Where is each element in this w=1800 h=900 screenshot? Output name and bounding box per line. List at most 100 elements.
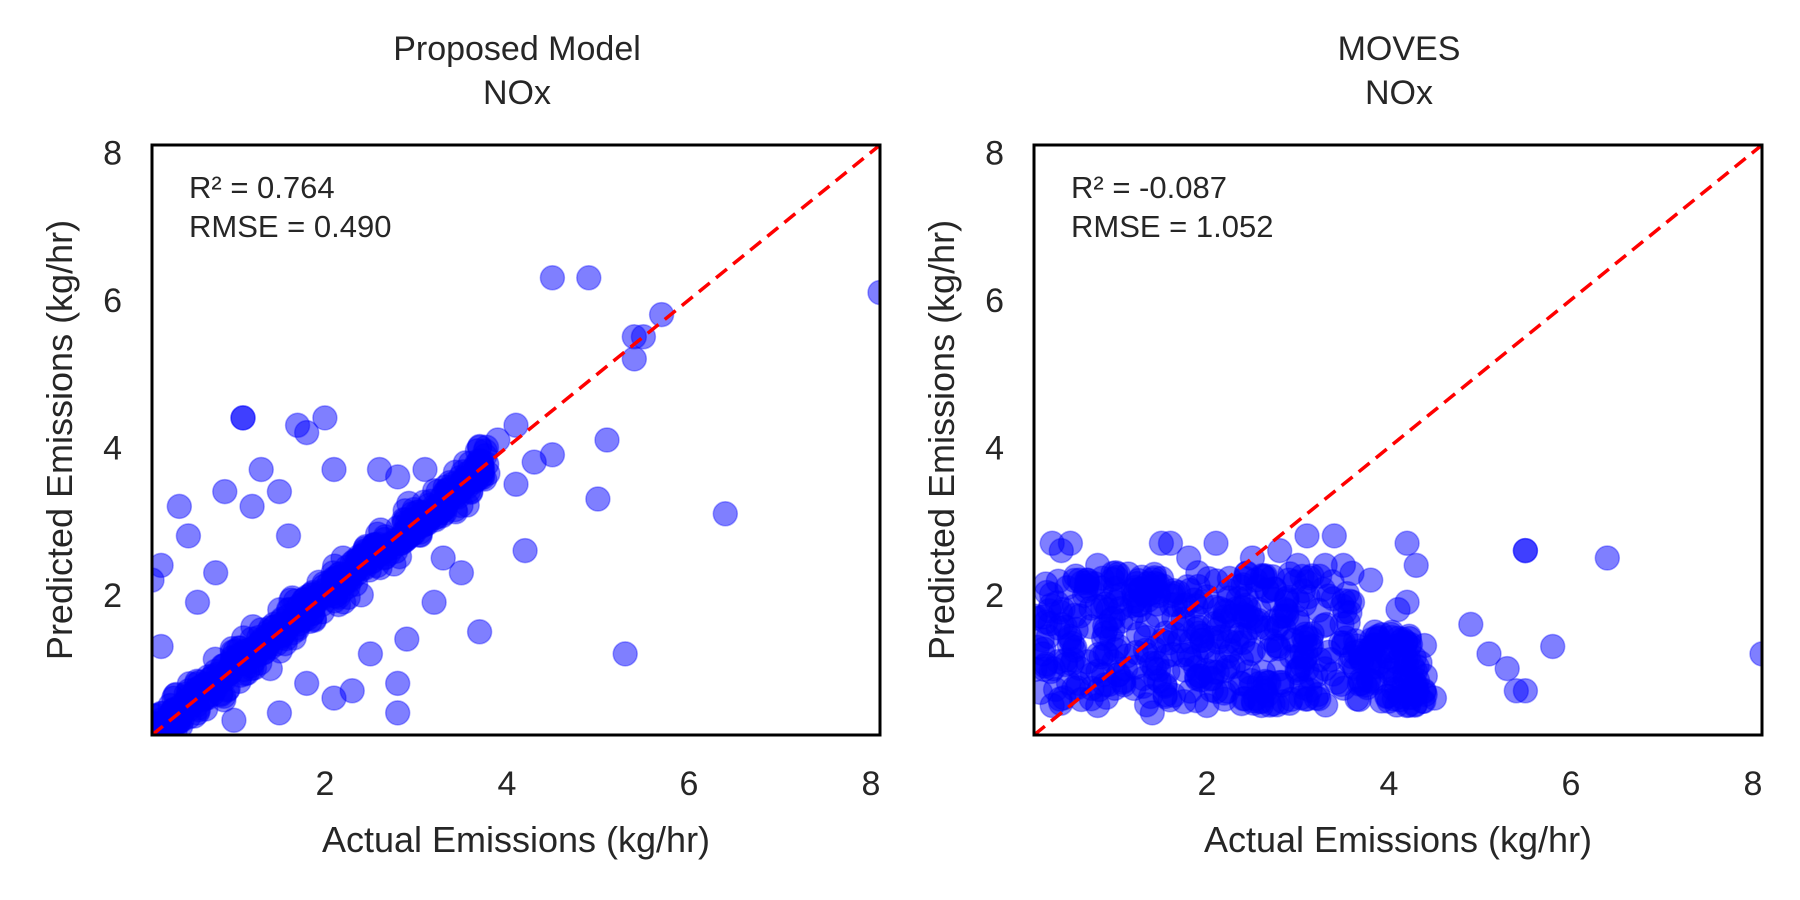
cluster-point	[1100, 605, 1127, 632]
scatter-point	[1385, 596, 1411, 623]
x-tick-label: 8	[1743, 765, 1762, 803]
cluster-point	[1253, 577, 1280, 603]
reference-line-y-equals-x	[152, 145, 880, 735]
scatter-point	[1103, 560, 1129, 586]
scatter-point	[1749, 641, 1762, 667]
y-tick-label: 2	[985, 577, 1004, 615]
scatter-point	[867, 279, 880, 306]
scatter-point	[1303, 685, 1329, 711]
cluster-point	[1198, 666, 1224, 692]
cluster-point	[1230, 629, 1256, 656]
scatter-point	[712, 501, 739, 527]
scatter-point	[1339, 589, 1366, 616]
scatter-point	[293, 419, 320, 446]
scatter-point	[275, 596, 302, 623]
scatter-point	[512, 537, 538, 564]
cluster-point	[207, 680, 234, 707]
scatter-point	[439, 471, 466, 498]
scatter-point	[157, 692, 183, 719]
scatter-point	[1512, 678, 1539, 704]
scatter-point	[1034, 641, 1056, 667]
reference-line-y-equals-x	[1034, 145, 1762, 735]
axes-frame	[1032, 143, 1764, 737]
scatter-point	[421, 589, 447, 616]
y-tick-labels: 2 4 6 8	[103, 134, 122, 615]
scatter-point	[1421, 685, 1448, 711]
cluster-point	[1143, 591, 1170, 617]
scatter-point	[503, 412, 529, 439]
scatter-points	[1034, 523, 1762, 726]
scatter-points	[152, 265, 880, 734]
scatter-point	[266, 700, 293, 726]
scatter-point	[403, 515, 429, 542]
cluster-point	[1125, 621, 1152, 647]
x-tick-label: 8	[861, 765, 880, 803]
scatter-point	[466, 619, 493, 645]
x-tick-label: 6	[1561, 765, 1580, 803]
r2-annotation: R² = -0.087	[1071, 170, 1227, 205]
x-tick-label: 4	[497, 765, 516, 803]
scatter-point	[1121, 582, 1147, 608]
scatter-point	[239, 493, 265, 520]
scatter-point	[539, 265, 566, 291]
scatter-point	[1403, 552, 1429, 579]
scatter-point	[152, 567, 165, 593]
cluster-point	[1090, 661, 1117, 688]
scatter-point	[175, 523, 202, 549]
scatter-point	[1330, 552, 1357, 579]
scatter-point	[184, 589, 211, 616]
cluster-point	[140, 739, 164, 763]
y-axis-label: Predicted Emissions (kg/hr)	[39, 220, 80, 660]
scatter-point	[1512, 537, 1539, 564]
scatter-point	[184, 700, 211, 726]
scatter-point	[594, 427, 620, 453]
scatter-point	[357, 641, 384, 667]
cluster-point	[232, 661, 258, 687]
scatter-point	[293, 670, 320, 697]
cluster-point	[1153, 620, 1179, 646]
cluster-point	[1310, 613, 1337, 639]
plot-area	[1034, 145, 1762, 735]
cluster-point	[143, 736, 167, 760]
chart-title-line2: NOx	[483, 74, 551, 112]
scatter-point	[212, 478, 238, 505]
scatter-point	[1321, 523, 1348, 549]
cluster-point	[1186, 620, 1212, 646]
scatter-point	[1285, 552, 1311, 579]
scatter-point	[1248, 692, 1275, 719]
cluster-point	[147, 739, 171, 763]
scatter-point	[1348, 648, 1375, 675]
scatter-point	[330, 545, 356, 571]
scatter-point	[1039, 692, 1065, 719]
scatter-point	[1539, 633, 1566, 660]
scatter-point	[1458, 611, 1484, 638]
scatter-point	[384, 700, 411, 726]
y-tick-label: 2	[103, 577, 122, 615]
r2-annotation: R² = 0.764	[189, 170, 335, 205]
y-tick-label: 4	[103, 429, 122, 467]
scatter-point	[384, 670, 411, 697]
scatter-point	[1357, 567, 1384, 593]
scatter-point	[348, 582, 375, 608]
scatter-point	[448, 560, 475, 586]
rmse-annotation: RMSE = 0.490	[189, 209, 391, 244]
scatter-point	[1034, 604, 1056, 630]
scatter-point	[1203, 530, 1229, 557]
cluster-point	[1270, 689, 1297, 715]
scatter-point	[1139, 700, 1166, 726]
scatter-point	[1294, 523, 1320, 549]
scatter-point	[321, 456, 347, 483]
scatter-point	[585, 486, 611, 512]
scatter-point	[1084, 692, 1111, 719]
scatter-point	[275, 523, 302, 549]
cluster-point	[309, 591, 335, 618]
x-tick-labels: 2 4 6 8	[315, 765, 880, 803]
scatter-point	[152, 633, 174, 660]
scatter-point	[321, 685, 347, 711]
scatter-point	[266, 478, 293, 505]
scatter-point	[1494, 655, 1520, 682]
y-tick-labels: 2 4 6 8	[985, 134, 1004, 615]
cluster-point	[1266, 635, 1292, 662]
cluster-point	[1212, 597, 1238, 624]
